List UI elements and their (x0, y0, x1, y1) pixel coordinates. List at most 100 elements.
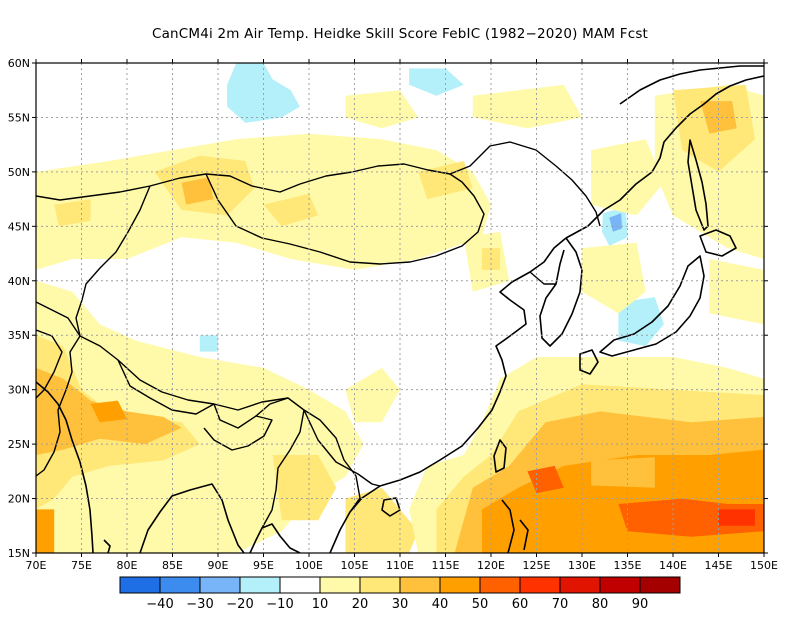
lon-tick-label: 115E (432, 559, 460, 572)
lon-tick-label: 145E (705, 559, 733, 572)
skill-region-30 (36, 509, 55, 553)
border-china-korea (529, 271, 556, 285)
map-plot-area (35, 62, 765, 554)
colorbar-bin (119, 576, 161, 594)
coastline-taiwan (493, 439, 507, 473)
colorbar-label: 70 (552, 597, 569, 612)
skill-region-10 (36, 133, 491, 270)
coastline-russia-far-east (565, 75, 764, 239)
lat-tick-label: 30N (8, 384, 30, 397)
skill-region-17 (472, 84, 582, 129)
colorbar-label: 50 (472, 597, 489, 612)
colorbar-bin (639, 576, 681, 594)
map-title: CanCM4i 2m Air Temp. Heidke Skill Score … (151, 26, 649, 42)
lon-tick-label: 105E (341, 559, 369, 572)
colorbar-bin (399, 576, 441, 594)
skill-region-7 (618, 297, 664, 347)
border-pakistan-india (36, 335, 81, 477)
skill-region-41 (718, 509, 755, 526)
graticule (36, 63, 764, 553)
lon-tick-label: 80E (117, 559, 138, 572)
skill-region-9 (199, 335, 218, 352)
border-northeast-india (203, 403, 273, 451)
lon-tick-label: 125E (523, 559, 551, 572)
lat-tick-label: 20N (8, 493, 30, 506)
coastline-japan-honshu (599, 255, 705, 357)
colorbar: −40 −30 −20 −10 10 20 30 40 50 60 70 80 90 (119, 576, 681, 612)
coastline-hainan (381, 497, 401, 517)
colorbar-bin (199, 576, 241, 594)
axis-ticks (32, 59, 768, 557)
lat-tick-label: 45N (8, 220, 30, 233)
border-himalaya-north (79, 335, 305, 411)
border-afghanistan (36, 301, 81, 399)
colorbar-bin (479, 576, 521, 594)
colorbar-label: 80 (592, 597, 609, 612)
colorbar-label: −20 (226, 597, 253, 612)
coastline-sea-of-okhotsk (619, 65, 764, 105)
lat-tick-label: 35N (8, 329, 30, 342)
lon-tick-label: 135E (614, 559, 642, 572)
lat-tick-label: 15N (8, 547, 30, 560)
skill-shading-layer (36, 63, 764, 553)
lon-tick-label: 100E (295, 559, 323, 572)
colorbar-label: 30 (392, 597, 409, 612)
colorbar-bin (439, 576, 481, 594)
colorbar-bin (359, 576, 401, 594)
lon-tick-label: 130E (568, 559, 596, 572)
colorbar-bin (559, 576, 601, 594)
skill-region-29 (90, 400, 127, 423)
border-russia-kazakhstan-mongolia (36, 141, 601, 227)
coastline-kyushu (579, 349, 599, 375)
coastline-bay-of-bengal (139, 483, 245, 553)
coastline-philippines (501, 499, 529, 553)
skill-region-14 (181, 177, 214, 205)
lon-tick-label: 85E (162, 559, 183, 572)
lon-tick-label: 110E (386, 559, 414, 572)
colorbar-label: 60 (512, 597, 529, 612)
lat-tick-label: 50N (8, 166, 30, 179)
colorbar-label: 10 (312, 597, 329, 612)
lon-tick-label: 95E (253, 559, 274, 572)
skill-region-33 (345, 367, 400, 423)
border-laos-vietnam (303, 409, 361, 513)
coastline-sakhalin (687, 139, 709, 231)
colorbar-label: −30 (186, 597, 213, 612)
colorbar-bin (159, 576, 201, 594)
coastline-hokkaido (699, 229, 737, 257)
border-myanmar (255, 397, 305, 529)
coastline-indochina (249, 523, 301, 553)
border-india-nepal (117, 359, 215, 415)
border-china-central-asia (75, 185, 151, 337)
border-mongolia-china (205, 173, 485, 265)
lat-tick-label: 60N (8, 57, 30, 70)
colorbar-bin (319, 576, 361, 594)
skill-region-21 (700, 101, 737, 134)
skill-region-1 (409, 68, 464, 96)
skill-region-6 (609, 213, 622, 232)
colorbar-bin (239, 576, 281, 594)
colorbar-bin (519, 576, 561, 594)
colorbar-bin (599, 576, 641, 594)
longitude-labels: 70E 75E 80E 85E 90E 95E 100E 105E 110E 115E 120E 12… (26, 559, 778, 572)
lon-tick-label: 150E (750, 559, 778, 572)
lon-tick-label: 70E (26, 559, 47, 572)
latitude-labels: 15N 20N 25N 30N 35N 40N 45N 50N 55N 60N (8, 57, 30, 560)
lon-tick-label: 120E (477, 559, 505, 572)
coastline-india-west (36, 381, 94, 553)
skill-region-40 (618, 498, 764, 537)
skill-region-38 (591, 457, 655, 488)
country-borders-layer (36, 141, 601, 529)
lon-tick-label: 90E (208, 559, 229, 572)
colorbar-label: 90 (632, 597, 649, 612)
lat-tick-label: 55N (8, 111, 30, 124)
skill-region-23 (709, 259, 764, 325)
border-china-south (303, 409, 381, 487)
lon-tick-label: 140E (659, 559, 687, 572)
skill-region-0 (227, 63, 300, 123)
colorbar-label: −40 (146, 597, 173, 612)
colorbar-bin (279, 576, 321, 594)
skill-region-32 (345, 487, 419, 553)
colorbar-label: 20 (352, 597, 369, 612)
